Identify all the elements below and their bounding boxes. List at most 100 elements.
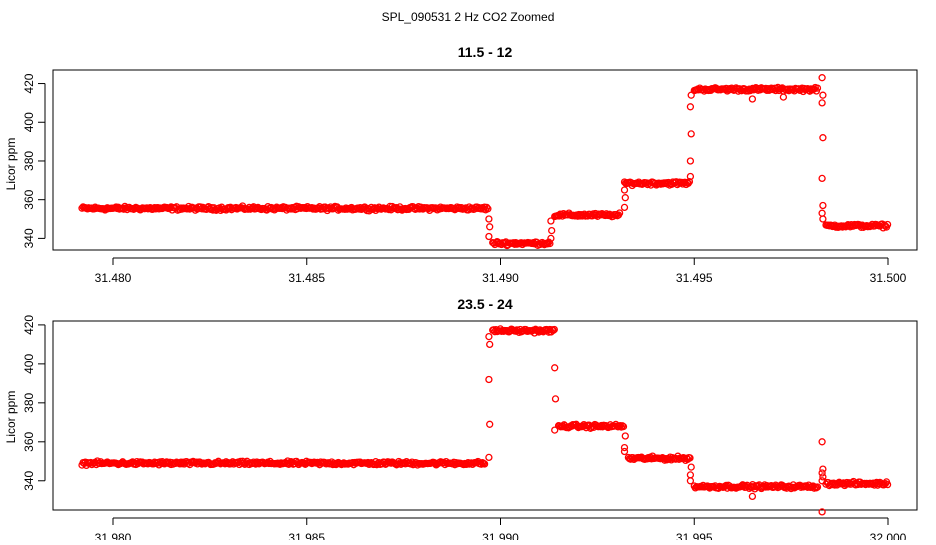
y-tick-label: 340 [22, 470, 36, 490]
data-point [746, 86, 755, 95]
transition-point [551, 364, 559, 372]
transition-point [485, 232, 493, 241]
data-point [810, 85, 818, 93]
outlier-point [748, 492, 757, 501]
outlier-point [779, 93, 788, 101]
transition-point [485, 332, 493, 341]
x-tick-label: 31.480 [95, 271, 132, 285]
data-point [586, 424, 595, 432]
panel-1-ylabel: Licor ppm [4, 138, 18, 191]
transition-point [818, 74, 826, 82]
data-point [684, 179, 692, 187]
x-tick-label: 31.985 [288, 531, 325, 540]
data-point [483, 203, 491, 212]
transition-point [686, 157, 695, 165]
transition-point [486, 223, 494, 231]
transition-point [686, 103, 695, 111]
panel-2-plot-area [52, 320, 918, 511]
outlier-point [818, 508, 826, 516]
transition-point [547, 217, 555, 225]
transition-point [620, 186, 629, 194]
x-tick-label: 31.990 [482, 531, 519, 540]
panel-2-ticks: 31.980 31.985 31.990 31.995 32.000 340 360 380 4… [22, 315, 907, 545]
data-point [550, 325, 558, 334]
transition-point [621, 194, 629, 202]
y-tick-label: 360 [22, 189, 36, 209]
transition-point [620, 203, 629, 212]
y-tick-label: 420 [22, 73, 36, 93]
x-tick-label: 31.500 [870, 271, 907, 285]
transition-point [486, 340, 494, 349]
data-point [480, 460, 489, 468]
panel-1-ticks: 31.480 31.485 31.490 31.495 31.500 340 360 380 4… [22, 73, 907, 285]
outlier-point [748, 95, 757, 103]
transition-point [819, 134, 827, 142]
data-point [685, 178, 694, 186]
x-tick-label: 31.490 [482, 271, 519, 285]
data-point [284, 457, 292, 465]
transition-point [686, 172, 695, 181]
transition-point [819, 473, 827, 481]
transition-point [687, 463, 695, 471]
transition-point [485, 375, 493, 384]
y-tick-label: 400 [22, 354, 36, 374]
transition-point [818, 99, 826, 107]
transition-point [687, 91, 695, 99]
transition-point [819, 465, 827, 473]
transition-point [818, 477, 826, 485]
panel-1-plot-area [52, 69, 918, 251]
panel-2: 23.5 - 24 Licor ppm 31.980 31.985 31.990 31… [4, 296, 918, 545]
transition-point [551, 395, 560, 403]
data-point [615, 209, 624, 217]
y-tick-label: 420 [22, 315, 36, 335]
transition-point [620, 443, 629, 452]
y-tick-label: 380 [22, 151, 36, 171]
transition-point [686, 471, 695, 479]
y-tick-label: 380 [22, 393, 36, 413]
y-tick-label: 360 [22, 431, 36, 451]
transition-point [485, 215, 493, 223]
data-point [546, 239, 554, 248]
panel-2-points [78, 325, 892, 516]
data-point [545, 238, 553, 246]
transition-point [547, 234, 555, 243]
data-point [484, 205, 492, 213]
x-tick-label: 31.485 [288, 271, 325, 285]
panel-1-points [78, 74, 892, 250]
transition-point [687, 130, 695, 138]
transition-point [819, 201, 827, 210]
data-point [549, 326, 557, 335]
data-point [883, 220, 892, 229]
transition-point [486, 420, 494, 428]
x-tick-label: 32.000 [870, 531, 907, 540]
data-point [813, 483, 822, 491]
x-tick-label: 31.995 [676, 531, 713, 540]
panel-2-title: 23.5 - 24 [457, 296, 512, 312]
transition-point [621, 432, 629, 440]
transition-point [819, 91, 827, 99]
transition-point [485, 453, 493, 462]
y-tick-label: 340 [22, 228, 36, 248]
x-tick-label: 31.495 [676, 271, 713, 285]
figure-suptitle: SPL_090531 2 Hz CO2 Zoomed [382, 10, 555, 24]
data-point [813, 84, 822, 92]
y-tick-label: 400 [22, 112, 36, 132]
transition-point [818, 209, 826, 217]
data-point [880, 221, 888, 229]
transition-point [818, 469, 826, 477]
panel-1: 11.5 - 12 Licor ppm 31.480 31.485 31.490 31… [4, 44, 918, 285]
panel-2-ylabel: Licor ppm [4, 391, 18, 444]
panel-1-title: 11.5 - 12 [458, 44, 513, 60]
data-point [686, 454, 694, 462]
data-point [883, 480, 892, 489]
transition-point [819, 215, 827, 223]
transition-point [818, 174, 826, 183]
transition-point [548, 226, 556, 235]
transition-point [551, 426, 559, 434]
data-point [619, 422, 628, 431]
transition-point [620, 447, 629, 456]
transition-point [686, 477, 695, 485]
transition-point [818, 438, 826, 446]
